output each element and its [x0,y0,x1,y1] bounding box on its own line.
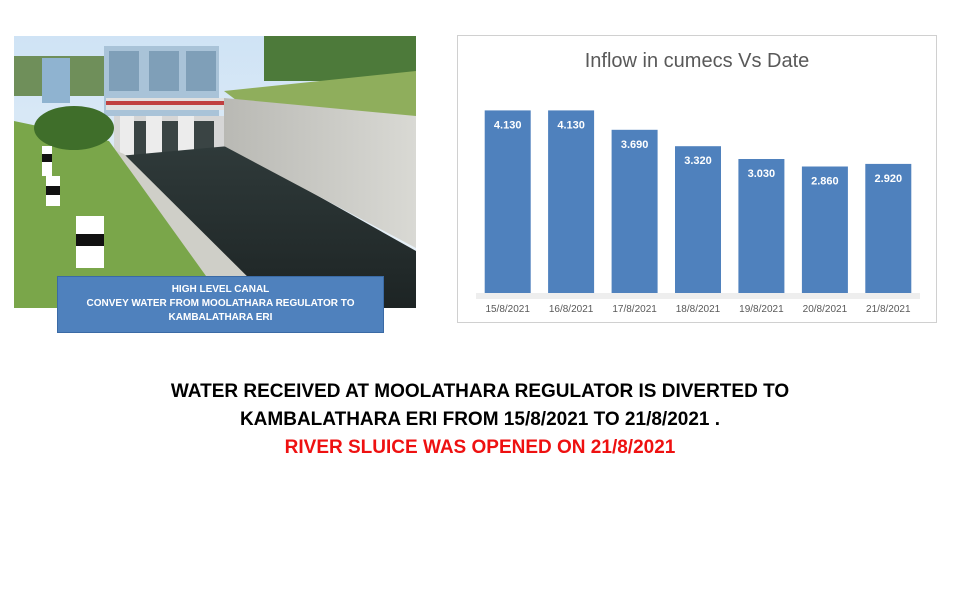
inflow-bar-chart: Inflow in cumecs Vs Date 4.130 15/8/2021 4… [457,35,937,323]
bar-20/8/2021 [801,166,848,293]
data-label: 3.690 [621,139,649,151]
bar-15/8/2021 [484,110,531,294]
text-line-3: RIVER SLUICE WAS OPENED ON 21/8/2021 [284,437,676,458]
data-label: 3.320 [684,155,712,167]
description-text: WATER RECEIVED AT MOOLATHARA REGULATOR I… [0,378,960,462]
x-tick-label: 20/8/2021 [803,304,848,315]
bar-18/8/2021 [675,146,721,293]
photo-caption: HIGH LEVEL CANAL CONVEY WATER FROM MOOLA… [57,276,384,333]
caption-line: HIGH LEVEL CANAL [171,284,270,295]
text-line-2: KAMBALATHARA ERI FROM 15/8/2021 TO 21/8/… [239,409,721,430]
x-tick-label: 17/8/2021 [612,304,657,315]
bar-17/8/2021 [611,129,658,293]
chart-plot: 4.130 15/8/2021 4.130 16/8/2021 3.690 17/8/20… [476,110,920,315]
chart-title: Inflow in cumecs Vs Date [584,50,810,72]
text-line-1: WATER RECEIVED AT MOOLATHARA REGULATOR I… [170,381,790,402]
canal-photo [14,36,416,308]
bar-21/8/2021 [865,163,912,293]
x-tick-label: 19/8/2021 [739,304,784,315]
x-tick-label: 16/8/2021 [549,304,594,315]
bar-16/8/2021 [548,110,595,294]
data-label: 3.030 [748,168,776,180]
data-label: 4.130 [494,119,522,131]
x-tick-label: 15/8/2021 [485,304,530,315]
chart-floor [476,293,920,299]
x-tick-label: 18/8/2021 [676,304,721,315]
x-tick-label: 21/8/2021 [866,304,911,315]
caption-line: CONVEY WATER FROM MOOLATHARA REGULATOR T… [86,298,355,309]
bar-19/8/2021 [738,159,785,293]
data-label: 2.920 [875,173,903,185]
data-label: 4.130 [557,119,585,131]
data-label: 2.860 [811,176,839,188]
caption-line: KAMBALATHARA ERI [168,312,273,323]
